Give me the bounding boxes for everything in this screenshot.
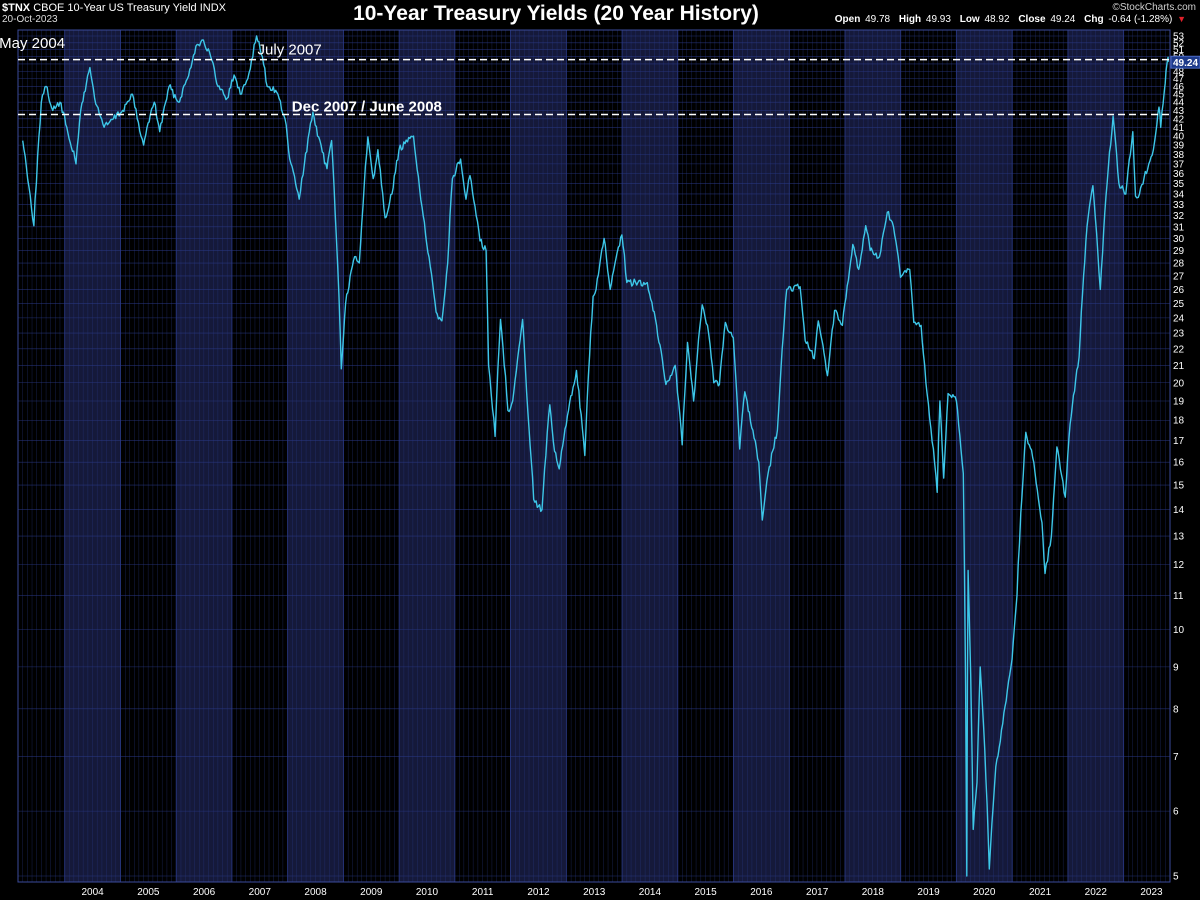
open-label: Open [834, 14, 861, 25]
x-tick-label: 2014 [639, 887, 662, 898]
plot-frame [17, 29, 1171, 883]
y-tick-label: 15 [1173, 481, 1185, 492]
x-tick-label: 2019 [917, 887, 940, 898]
y-tick-label: 35 [1173, 179, 1185, 190]
x-tick-label: 2021 [1029, 887, 1052, 898]
y-tick-label: 8 [1173, 704, 1179, 715]
down-triangle-icon: ▼ [1177, 14, 1186, 24]
x-tick-label: 2008 [304, 887, 327, 898]
symbol-description: CBOE 10-Year US Treasury Yield INDX [33, 2, 226, 14]
last-value-label: 49.24 [1173, 58, 1198, 69]
y-tick-label: 37 [1173, 159, 1185, 170]
chart-date: 20-Oct-2023 [2, 14, 58, 25]
y-tick-label: 6 [1173, 807, 1179, 818]
y-tick-label: 7 [1173, 752, 1179, 763]
y-tick-label: 30 [1173, 234, 1185, 245]
chg-value: -0.64 (-1.28%) [1108, 14, 1173, 25]
chg-label: Chg [1084, 14, 1104, 25]
y-tick-label: 21 [1173, 361, 1185, 372]
x-tick-label: 2004 [81, 887, 104, 898]
y-tick-label: 41 [1173, 123, 1185, 134]
x-tick-label: 2022 [1085, 887, 1108, 898]
y-tick-label: 43 [1173, 106, 1185, 117]
high-value: 49.93 [925, 14, 951, 25]
y-tick-label: 14 [1173, 505, 1185, 516]
y-tick-label: 40 [1173, 132, 1185, 143]
y-tick-label: 17 [1173, 436, 1185, 447]
last-value-tag [1170, 55, 1200, 69]
y-tick-label: 5 [1173, 872, 1179, 883]
y-tick-label: 12 [1173, 560, 1185, 571]
x-tick-label: 2011 [472, 887, 494, 898]
y-tick-label: 46 [1173, 82, 1185, 93]
y-tick-label: 45 [1173, 90, 1185, 101]
y-tick-label: 23 [1173, 329, 1185, 340]
y-tick-label: 31 [1173, 222, 1185, 233]
x-tick-label: 2012 [527, 887, 550, 898]
y-tick-label: 22 [1173, 344, 1185, 355]
y-tick-label: 51 [1173, 45, 1185, 56]
y-tick-label: 25 [1173, 299, 1185, 310]
x-tick-label: 2023 [1140, 887, 1163, 898]
x-tick-label: 2018 [862, 887, 885, 898]
y-tick-label: 29 [1173, 246, 1185, 257]
close-value: 49.24 [1050, 14, 1076, 25]
high-label: High [898, 14, 922, 25]
stockcharts-logo: ©StockCharts.com [1112, 2, 1196, 13]
symbol-header: $TNX CBOE 10-Year US Treasury Yield INDX [2, 2, 226, 14]
y-tick-label: 33 [1173, 200, 1185, 211]
y-tick-label: 10 [1173, 625, 1185, 636]
y-tick-label: 24 [1173, 313, 1185, 324]
x-tick-label: 2005 [137, 887, 160, 898]
y-tick-label: 26 [1173, 285, 1185, 296]
x-tick-label: 2006 [193, 887, 216, 898]
chart-title: 10-Year Treasury Yields (20 Year History… [353, 2, 759, 25]
y-tick-label: 32 [1173, 211, 1185, 222]
y-tick-label: 28 [1173, 259, 1185, 270]
y-tick-label: 19 [1173, 397, 1185, 408]
y-tick-label: 18 [1173, 416, 1185, 427]
low-label: Low [959, 14, 980, 25]
y-tick-label: 52 [1173, 38, 1185, 49]
open-value: 49.78 [865, 14, 891, 25]
y-tick-label: 39 [1173, 141, 1185, 152]
annotation-label: Dec 2007 / June 2008 [292, 98, 442, 115]
x-tick-label: 2017 [806, 887, 829, 898]
low-value: 48.92 [984, 14, 1010, 25]
y-tick-label: 11 [1173, 591, 1184, 602]
y-tick-label: 16 [1173, 458, 1185, 469]
y-tick-label: 47 [1173, 74, 1185, 85]
y-tick-label: 13 [1173, 532, 1185, 543]
annotation-label: May 2004 [0, 35, 65, 52]
y-tick-label: 42 [1173, 114, 1185, 125]
x-tick-label: 2020 [973, 887, 996, 898]
x-tick-label: 2007 [249, 887, 272, 898]
y-tick-label: 20 [1173, 378, 1185, 389]
close-label: Close [1018, 14, 1046, 25]
y-tick-label: 48 [1173, 67, 1185, 78]
x-tick-label: 2013 [583, 887, 606, 898]
y-tick-label: 9 [1173, 662, 1179, 673]
symbol: $TNX [2, 2, 31, 14]
annotation-label: July 2007 [258, 42, 322, 59]
ohlc-readout: Open 49.78 High 49.93 Low 48.92 Close 49… [829, 14, 1186, 25]
y-tick-label: 34 [1173, 189, 1185, 200]
x-tick-label: 2016 [750, 887, 773, 898]
x-tick-label: 2010 [416, 887, 439, 898]
y-tick-label: 38 [1173, 150, 1185, 161]
series-line [22, 35, 1169, 877]
y-tick-label: 27 [1173, 271, 1185, 282]
x-tick-label: 2015 [694, 887, 717, 898]
y-tick-label: 44 [1173, 98, 1185, 109]
x-tick-label: 2009 [360, 887, 383, 898]
y-tick-label: 53 [1173, 32, 1185, 43]
y-tick-label: 36 [1173, 169, 1185, 180]
